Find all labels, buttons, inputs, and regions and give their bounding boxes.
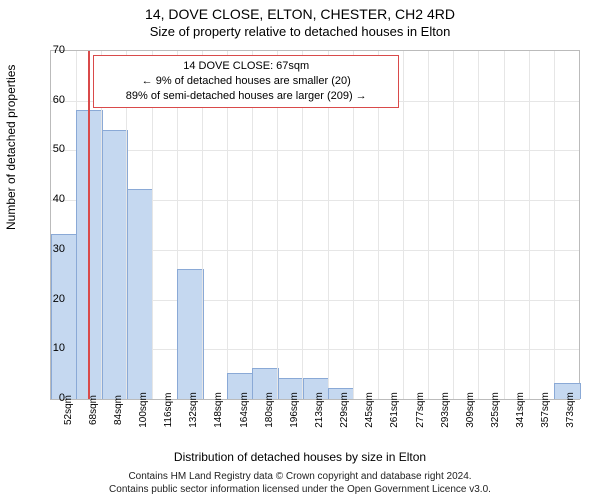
x-tick-label: 309sqm bbox=[465, 392, 476, 428]
x-tick-label: 148sqm bbox=[213, 392, 224, 428]
chart-title-sub: Size of property relative to detached ho… bbox=[0, 24, 600, 39]
y-tick-label: 60 bbox=[45, 94, 65, 106]
x-tick-label: 100sqm bbox=[138, 392, 149, 428]
histogram-bar bbox=[177, 269, 204, 399]
x-tick-label: 293sqm bbox=[440, 392, 451, 428]
x-tick-label: 68sqm bbox=[88, 395, 99, 425]
y-axis-label: Number of detached properties bbox=[4, 65, 18, 230]
gridline-v bbox=[428, 51, 429, 399]
attribution: Contains HM Land Registry data © Crown c… bbox=[0, 471, 600, 496]
gridline-v bbox=[453, 51, 454, 399]
y-tick-label: 40 bbox=[45, 193, 65, 205]
y-tick-label: 50 bbox=[45, 143, 65, 155]
gridline-h bbox=[51, 150, 579, 151]
x-tick-label: 277sqm bbox=[415, 392, 426, 428]
x-axis-label: Distribution of detached houses by size … bbox=[0, 450, 600, 464]
gridline-v bbox=[478, 51, 479, 399]
y-tick-label: 0 bbox=[45, 392, 65, 404]
annotation-line-1: 14 DOVE CLOSE: 67sqm bbox=[183, 60, 309, 72]
x-tick-label: 357sqm bbox=[540, 392, 551, 428]
x-tick-label: 245sqm bbox=[364, 392, 375, 428]
x-tick-label: 116sqm bbox=[163, 393, 174, 428]
x-tick-label: 325sqm bbox=[490, 392, 501, 428]
gridline-v bbox=[403, 51, 404, 399]
property-marker-line bbox=[88, 51, 90, 399]
gridline-v bbox=[504, 51, 505, 399]
x-tick-label: 341sqm bbox=[515, 392, 526, 428]
x-tick-label: 84sqm bbox=[113, 395, 124, 425]
x-tick-label: 261sqm bbox=[389, 392, 400, 428]
y-tick-label: 70 bbox=[45, 44, 65, 56]
x-tick-label: 213sqm bbox=[314, 392, 325, 428]
y-tick-label: 30 bbox=[45, 243, 65, 255]
plot-area: 14 DOVE CLOSE: 67sqm ← 9% of detached hou… bbox=[50, 50, 580, 400]
x-tick-label: 196sqm bbox=[289, 392, 300, 428]
gridline-v bbox=[529, 51, 530, 399]
x-tick-label: 180sqm bbox=[264, 392, 275, 428]
annotation-box: 14 DOVE CLOSE: 67sqm ← 9% of detached hou… bbox=[93, 55, 399, 108]
y-tick-label: 20 bbox=[45, 293, 65, 305]
attribution-line-1: Contains HM Land Registry data © Crown c… bbox=[128, 471, 471, 482]
x-tick-label: 229sqm bbox=[339, 392, 350, 428]
x-tick-label: 52sqm bbox=[63, 395, 74, 425]
x-tick-label: 373sqm bbox=[565, 392, 576, 428]
y-tick-label: 10 bbox=[45, 342, 65, 354]
attribution-line-2: Contains public sector information licen… bbox=[109, 484, 491, 495]
histogram-bar bbox=[51, 234, 78, 399]
x-tick-label: 164sqm bbox=[239, 392, 250, 428]
x-tick-label: 132sqm bbox=[188, 392, 199, 428]
gridline-v bbox=[554, 51, 555, 399]
annotation-line-2: ← 9% of detached houses are smaller (20) bbox=[142, 75, 351, 87]
histogram-bar bbox=[127, 189, 154, 399]
chart-title-main: 14, DOVE CLOSE, ELTON, CHESTER, CH2 4RD bbox=[0, 6, 600, 22]
chart-container: 14, DOVE CLOSE, ELTON, CHESTER, CH2 4RD … bbox=[0, 0, 600, 500]
annotation-line-3: 89% of semi-detached houses are larger (… bbox=[126, 90, 367, 102]
histogram-bar bbox=[102, 130, 129, 399]
